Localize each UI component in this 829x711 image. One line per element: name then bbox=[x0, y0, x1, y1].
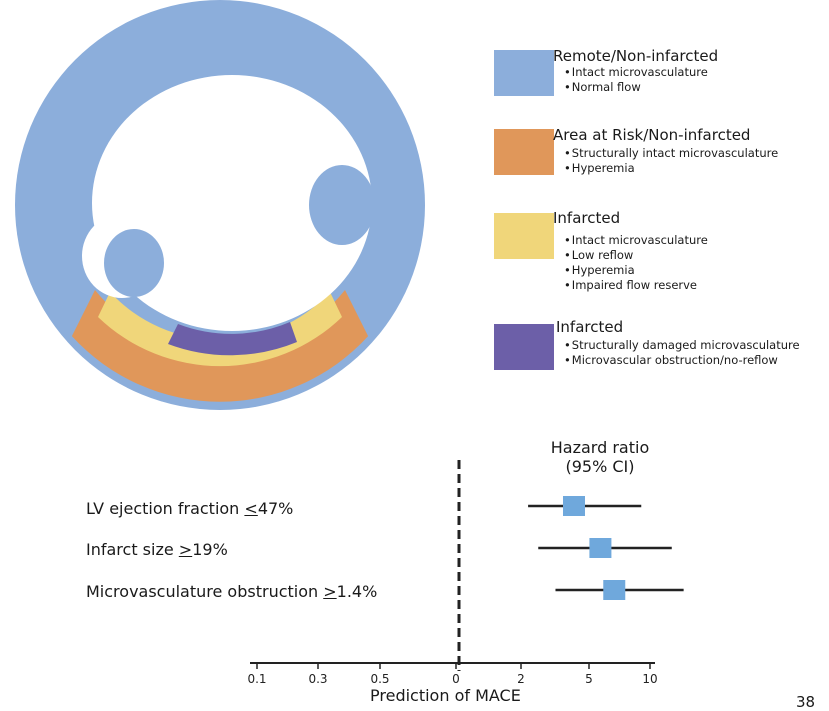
row-label-mvo: Microvasculature obstruction >1.4% bbox=[86, 582, 377, 601]
legend-bullet: Normal flow bbox=[564, 80, 708, 95]
row-label-symbol: > bbox=[178, 540, 193, 559]
x-tick-label: 10 bbox=[642, 672, 657, 686]
legend-swatch-infarct-purple bbox=[494, 324, 554, 370]
myocardium-ring-diagram bbox=[15, 0, 425, 410]
row-label-ejection-fraction: LV ejection fraction <47% bbox=[86, 499, 293, 518]
row-label-text: LV ejection fraction bbox=[86, 499, 245, 518]
microvascular-obstruction-zone bbox=[168, 322, 297, 356]
legend-bullet: Intact microvasculature bbox=[564, 233, 708, 248]
legend-title-infarct-purple: Infarcted bbox=[556, 318, 624, 336]
row-label-value: 19% bbox=[192, 540, 228, 559]
row-label-infarct-size: Infarct size >19% bbox=[86, 540, 228, 559]
legend-swatch-infarct-yellow bbox=[494, 213, 554, 259]
papillary-muscle-left bbox=[104, 229, 164, 297]
papillary-muscle-right bbox=[309, 165, 375, 245]
x-tick-label: 5 bbox=[585, 672, 593, 686]
x-axis-title: Prediction of MACE bbox=[370, 686, 521, 705]
x-tick-label: 2 bbox=[517, 672, 525, 686]
row-label-symbol: < bbox=[244, 499, 258, 518]
x-tick-label: 0 bbox=[452, 672, 460, 686]
legend-bullet: Hyperemia bbox=[564, 161, 778, 176]
hazard-ratio-marker bbox=[603, 580, 626, 600]
legend-bullets-infarct-yellow: Intact microvasculature Low reflow Hyper… bbox=[564, 233, 708, 293]
slide-number: 38 bbox=[796, 693, 816, 711]
hazard-ratio-marker bbox=[562, 496, 585, 516]
legend-bullet: Hyperemia bbox=[564, 263, 708, 278]
row-label-text: Infarct size bbox=[86, 540, 179, 559]
legend-bullet: Impaired flow reserve bbox=[564, 278, 708, 293]
legend-bullet: Low reflow bbox=[564, 248, 708, 263]
legend-bullet: Intact microvasculature bbox=[564, 65, 708, 80]
legend-bullet: Structurally damaged microvasculature bbox=[564, 338, 800, 353]
area-at-risk-zone bbox=[71, 290, 369, 402]
hazard-ratio-header-line-2: (95% CI) bbox=[565, 457, 635, 476]
row-label-value: 1.4% bbox=[336, 582, 378, 601]
legend-swatch-remote bbox=[494, 50, 554, 96]
row-label-value: 47% bbox=[257, 499, 294, 518]
legend-bullet: Structurally intact microvasculature bbox=[564, 146, 778, 161]
forest-plot: 0.1 0.3 0.5 0 2 5 10 bbox=[247, 460, 684, 686]
hazard-ratio-header: Hazard ratio (95% CI) bbox=[540, 438, 660, 476]
legend-title-infarct-yellow: Infarcted bbox=[553, 209, 621, 227]
row-label-symbol: > bbox=[323, 582, 337, 601]
legend-bullets-risk: Structurally intact microvasculature Hyp… bbox=[564, 146, 778, 176]
legend-bullets-remote: Intact microvasculature Normal flow bbox=[564, 65, 708, 95]
legend-title-risk: Area at Risk/Non-infarcted bbox=[553, 126, 751, 144]
legend-bullet: Microvascular obstruction/no-reflow bbox=[564, 353, 800, 368]
x-tick-label: 0.1 bbox=[247, 672, 266, 686]
hazard-ratio-header-line-1: Hazard ratio bbox=[550, 438, 650, 457]
legend-bullets-infarct-purple: Structurally damaged microvasculature Mi… bbox=[564, 338, 800, 368]
x-tick-label: 0.3 bbox=[308, 672, 327, 686]
legend-title-remote: Remote/Non-infarcted bbox=[553, 47, 719, 65]
legend-swatch-risk bbox=[494, 129, 554, 175]
row-label-text: Microvasculature obstruction bbox=[86, 582, 324, 601]
hazard-ratio-marker bbox=[589, 538, 612, 558]
x-tick-label: 0.5 bbox=[370, 672, 389, 686]
